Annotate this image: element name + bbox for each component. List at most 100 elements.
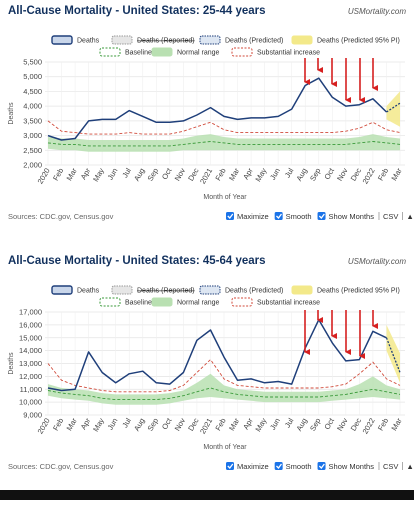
legend-label[interactable]: Normal range bbox=[177, 50, 220, 57]
legend-label[interactable]: Deaths (Reported) bbox=[137, 38, 195, 45]
x-tick-label: Sep bbox=[146, 167, 160, 183]
legend-swatch[interactable] bbox=[291, 35, 313, 45]
x-tick-label: Sep bbox=[308, 417, 322, 433]
x-tick-label: May bbox=[91, 416, 106, 433]
control-label[interactable]: Show Months bbox=[329, 462, 375, 471]
x-tick-label: Jul bbox=[120, 166, 133, 179]
x-tick-label: Nov bbox=[173, 166, 188, 182]
link[interactable]: CSV bbox=[383, 462, 398, 471]
checkmark bbox=[276, 213, 282, 219]
y-tick-label: 4,000 bbox=[23, 102, 42, 111]
legend-label[interactable]: Deaths bbox=[77, 288, 100, 295]
legend-swatch[interactable] bbox=[231, 47, 253, 57]
series-line bbox=[386, 102, 401, 113]
legend-swatch[interactable] bbox=[291, 285, 313, 295]
chart-title: All-Cause Mortality - United States: 45-… bbox=[8, 255, 266, 267]
chart-title: All-Cause Mortality - United States: 25-… bbox=[8, 5, 266, 17]
legend-swatch[interactable] bbox=[151, 47, 173, 57]
legend-label[interactable]: Substantial increase bbox=[257, 50, 320, 57]
x-tick-label: Jun bbox=[268, 167, 282, 182]
x-tick-label: Nov bbox=[173, 416, 188, 432]
x-tick-label: May bbox=[253, 416, 268, 433]
legend-label[interactable]: Deaths (Predicted 95% PI) bbox=[317, 288, 400, 295]
x-tick-label: Feb bbox=[376, 167, 390, 183]
legend-label[interactable]: Deaths (Predicted) bbox=[225, 38, 283, 45]
legend-label[interactable]: Baseline bbox=[125, 50, 152, 57]
x-tick-label: Oct bbox=[322, 166, 336, 181]
y-tick-label: 9,000 bbox=[23, 411, 42, 420]
x-tick-label: Aug bbox=[132, 167, 146, 183]
x-tick-label: Oct bbox=[160, 166, 174, 181]
legend-swatch[interactable] bbox=[99, 47, 121, 57]
y-tick-label: 3,500 bbox=[23, 116, 42, 125]
control-label[interactable]: Maximize bbox=[237, 462, 269, 471]
y-tick-label: 11,000 bbox=[20, 385, 42, 394]
x-tick-label: Aug bbox=[294, 167, 308, 183]
x-tick-label: Feb bbox=[376, 417, 390, 433]
y-tick-label: 13,000 bbox=[19, 359, 42, 368]
link[interactable]: ▲ bbox=[406, 462, 413, 471]
control-label[interactable]: Maximize bbox=[237, 212, 269, 221]
site-name: USMortality.com bbox=[348, 7, 406, 16]
legend-label[interactable]: Deaths (Predicted 95% PI) bbox=[317, 38, 400, 45]
y-tick-label: 10,000 bbox=[19, 398, 42, 407]
x-tick-label: Jun bbox=[106, 417, 120, 432]
legend-swatch[interactable] bbox=[151, 297, 173, 307]
x-tick-label: 2022 bbox=[361, 417, 377, 436]
legend-swatch[interactable] bbox=[99, 297, 121, 307]
legend-label[interactable]: Deaths (Predicted) bbox=[225, 288, 283, 295]
legend-swatch[interactable] bbox=[111, 285, 133, 295]
checkmark bbox=[318, 463, 325, 469]
y-tick-label: 15,000 bbox=[19, 333, 42, 342]
x-axis-title: Month of Year bbox=[203, 194, 247, 201]
x-tick-label: Nov bbox=[335, 416, 350, 432]
legend-swatch[interactable] bbox=[111, 35, 133, 45]
series-line bbox=[385, 337, 401, 373]
y-tick-label: 14,000 bbox=[19, 346, 42, 355]
x-tick-label: 2022 bbox=[361, 167, 377, 186]
control-label[interactable]: Smooth bbox=[286, 212, 312, 221]
x-tick-label: Mar bbox=[389, 166, 404, 182]
x-tick-label: Aug bbox=[132, 417, 146, 433]
y-tick-label: 4,500 bbox=[23, 87, 42, 96]
link[interactable]: CSV bbox=[383, 212, 398, 221]
x-tick-label: Jul bbox=[120, 416, 133, 429]
legend-label[interactable]: Deaths (Reported) bbox=[137, 288, 195, 295]
x-tick-label: Mar bbox=[65, 166, 80, 182]
bottom-bar bbox=[0, 490, 414, 500]
deaths-line bbox=[47, 77, 388, 141]
y-tick-label: 17,000 bbox=[19, 308, 42, 317]
legend-label[interactable]: Baseline bbox=[125, 300, 152, 307]
deaths-line bbox=[47, 318, 387, 392]
checkmark bbox=[227, 463, 234, 469]
legend-swatch[interactable] bbox=[231, 297, 253, 307]
x-tick-label: Mar bbox=[65, 416, 80, 432]
x-tick-label: Sep bbox=[146, 417, 160, 433]
legend-swatch[interactable] bbox=[199, 35, 221, 45]
legend-label[interactable]: Normal range bbox=[177, 300, 220, 307]
x-tick-label: Mar bbox=[227, 416, 242, 432]
x-tick-label: Feb bbox=[213, 167, 227, 183]
x-tick-label: Feb bbox=[51, 417, 65, 433]
x-tick-label: Sep bbox=[308, 167, 322, 183]
x-tick-label: Feb bbox=[51, 167, 65, 183]
legend-swatch[interactable] bbox=[51, 285, 73, 295]
range-band bbox=[386, 324, 400, 383]
control-label[interactable]: Show Months bbox=[329, 212, 375, 221]
link[interactable]: ▲ bbox=[406, 212, 413, 221]
y-tick-label: 2,500 bbox=[23, 146, 42, 155]
range-band bbox=[386, 91, 400, 127]
y-tick-label: 5,500 bbox=[23, 58, 42, 67]
legend-swatch[interactable] bbox=[199, 285, 221, 295]
y-axis-title: Deaths bbox=[8, 102, 15, 125]
legend-swatch[interactable] bbox=[51, 35, 73, 45]
control-label[interactable]: Smooth bbox=[286, 462, 312, 471]
legend-label[interactable]: Substantial increase bbox=[257, 300, 320, 307]
x-tick-label: Nov bbox=[335, 166, 350, 182]
x-tick-label: Oct bbox=[322, 416, 336, 431]
checkmark bbox=[276, 463, 282, 469]
legend-label[interactable]: Deaths bbox=[77, 38, 100, 45]
x-tick-label: Jul bbox=[283, 166, 296, 179]
x-tick-label: May bbox=[91, 166, 106, 183]
